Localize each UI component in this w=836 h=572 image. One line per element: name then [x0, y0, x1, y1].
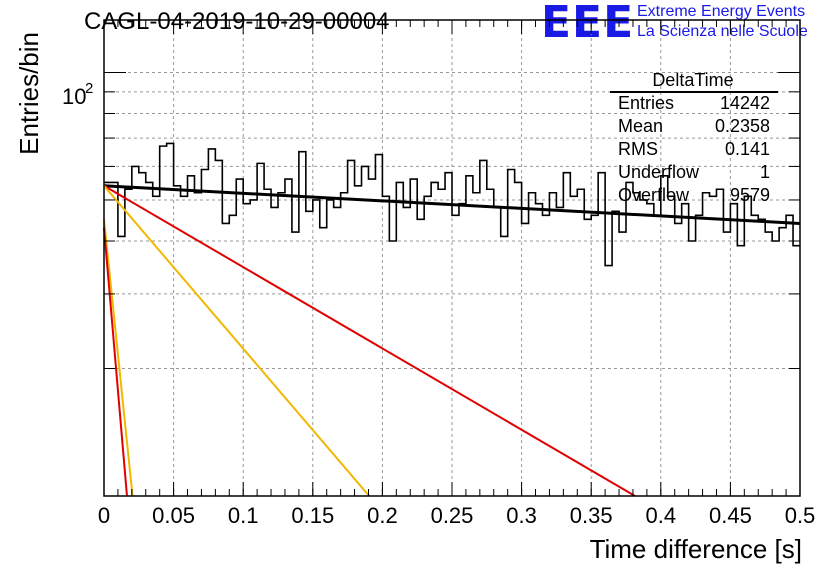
- x-tick-label: 0.15: [291, 503, 334, 528]
- stats-box: DeltaTime Entries 14242 Mean 0.2358 RMS …: [610, 70, 778, 205]
- x-tick-label: 0.1: [228, 503, 259, 528]
- org-name-line1: Extreme Energy Events: [637, 3, 806, 20]
- x-tick-label: 0.3: [506, 503, 537, 528]
- x-tick-label: 0.5: [785, 503, 816, 528]
- x-tick-label: 0.45: [709, 503, 752, 528]
- fit-line: [103, 184, 801, 225]
- stats-entries-label: Entries: [618, 93, 674, 113]
- fit-line: [103, 227, 128, 497]
- x-tick-label: 0.25: [431, 503, 474, 528]
- x-tick-label: 0.2: [367, 503, 398, 528]
- histogram-step-line: [104, 142, 800, 267]
- grid-lines: [104, 20, 800, 496]
- stats-underflow-label: Underflow: [618, 162, 700, 182]
- run-title: CAGL-04-2019-10-29-00004: [84, 8, 390, 35]
- stats-overflow-label: Overflow: [618, 185, 690, 205]
- stats-mean-value: 0.2358: [715, 116, 770, 136]
- stats-mean-label: Mean: [618, 116, 663, 136]
- y-axis-label: Entries/bin: [14, 32, 44, 155]
- x-tick-labels: 0 0.05 0.1 0.15 0.2 0.25 0.3 0.35 0.4 0.45 0.5: [98, 503, 815, 528]
- fit-lines: [103, 184, 801, 497]
- y-tick-label: 10 2: [62, 80, 93, 109]
- x-tick-label: 0: [98, 503, 110, 528]
- x-tick-label: 0.05: [152, 503, 195, 528]
- x-tick-label: 0.4: [646, 503, 677, 528]
- stats-rms-value: 0.141: [725, 139, 770, 159]
- stats-underflow-value: 1: [760, 162, 770, 182]
- fit-line: [103, 219, 134, 497]
- org-name-line2: La Scienza nelle Scuole: [637, 23, 808, 40]
- y-tick-label-exp: 2: [85, 80, 93, 97]
- y-tick-label-base: 10: [62, 84, 86, 109]
- stats-title: DeltaTime: [652, 70, 733, 90]
- eee-logo: EEE: [541, 0, 635, 48]
- x-tick-label: 0.35: [570, 503, 613, 528]
- x-axis-label: Time difference [s]: [590, 534, 802, 564]
- fit-line: [103, 184, 636, 497]
- histogram-series: [104, 142, 800, 267]
- fit-line: [103, 185, 370, 497]
- stats-rms-label: RMS: [618, 139, 658, 159]
- axis-ticks: [103, 20, 801, 496]
- stats-overflow-value: 9579: [730, 185, 770, 205]
- stats-entries-value: 14242: [720, 93, 770, 113]
